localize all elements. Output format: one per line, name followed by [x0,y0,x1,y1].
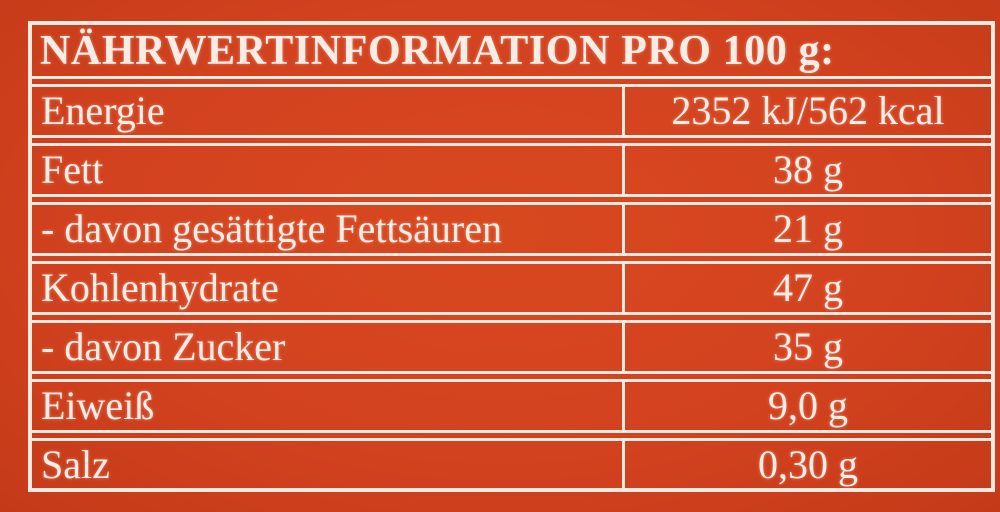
nutrient-label: - davon Zucker [41,324,286,369]
table-title: NÄHRWERTINFORMATION PRO 100 g: [40,27,835,74]
table-row: Kohlenhydrate 47 g [32,261,991,315]
nutrient-value: 9,0 g [622,382,991,430]
table-row: Energie 2352 kJ/562 kcal [32,84,991,138]
nutrient-label: - davon gesättigte Fettsäuren [41,206,502,251]
table-title-row: NÄHRWERTINFORMATION PRO 100 g: [32,21,991,79]
nutrient-label: Kohlenhydrate [41,265,279,310]
table-row: Salz 0,30 g [32,438,991,492]
nutrient-value: 47 g [622,264,991,312]
nutrient-value: 35 g [622,323,991,371]
nutrition-table: NÄHRWERTINFORMATION PRO 100 g: Energie 2… [28,21,995,492]
table-row: Fett 38 g [32,143,991,197]
nutrient-value: 38 g [622,146,991,194]
nutrient-value: 21 g [622,205,991,253]
nutrient-value: 2352 kJ/562 kcal [622,87,991,135]
table-row: - davon Zucker 35 g [32,320,991,374]
nutrient-value: 0,30 g [622,441,991,488]
table-row: - davon gesättigte Fettsäuren 21 g [32,202,991,256]
nutrient-label: Eiweiß [41,383,155,428]
nutrient-label: Energie [41,88,165,133]
nutrient-label: Salz [41,441,110,487]
table-row: Eiweiß 9,0 g [32,379,991,433]
nutrient-label: Fett [41,147,104,192]
